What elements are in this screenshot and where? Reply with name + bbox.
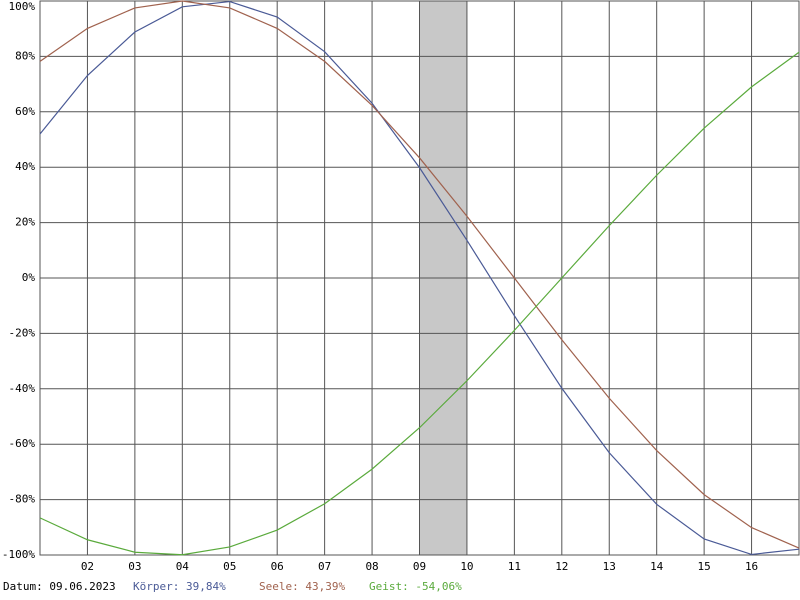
footer-text: Datum: 09.06.2023 bbox=[3, 580, 116, 593]
y-tick-label: -40% bbox=[9, 382, 36, 395]
x-tick-label: 09 bbox=[413, 560, 426, 573]
y-tick-label: -100% bbox=[2, 548, 35, 561]
series-line bbox=[39, 0, 800, 556]
x-tick-label: 14 bbox=[650, 560, 664, 573]
y-tick-label: 0% bbox=[22, 271, 36, 284]
x-tick-label: 05 bbox=[223, 560, 236, 573]
x-tick-label: 12 bbox=[555, 560, 568, 573]
x-tick-label: 10 bbox=[460, 560, 473, 573]
y-tick-label: 80% bbox=[15, 49, 35, 62]
series-line bbox=[39, 51, 800, 556]
x-tick-label: 15 bbox=[698, 560, 711, 573]
series-line bbox=[39, 0, 800, 549]
footer-text: Seele: 43,39% bbox=[259, 580, 345, 593]
y-tick-label: 20% bbox=[15, 216, 35, 229]
x-tick-label: 16 bbox=[745, 560, 758, 573]
x-tick-label: 03 bbox=[128, 560, 141, 573]
x-tick-label: 04 bbox=[176, 560, 190, 573]
x-tick-label: 02 bbox=[81, 560, 94, 573]
y-tick-label: 60% bbox=[15, 105, 35, 118]
x-tick-label: 13 bbox=[603, 560, 616, 573]
x-tick-label: 11 bbox=[508, 560, 521, 573]
y-tick-label: 40% bbox=[15, 160, 35, 173]
footer-text: Geist: -54,06% bbox=[369, 580, 462, 593]
y-tick-label: 100% bbox=[9, 0, 36, 13]
x-tick-label: 07 bbox=[318, 560, 331, 573]
y-tick-label: -80% bbox=[9, 493, 36, 506]
y-tick-label: -60% bbox=[9, 437, 36, 450]
footer-text: Körper: 39,84% bbox=[133, 580, 226, 593]
plot-border bbox=[39, 0, 800, 556]
y-tick-label: -20% bbox=[9, 326, 36, 339]
x-tick-label: 08 bbox=[365, 560, 378, 573]
x-tick-label: 06 bbox=[271, 560, 284, 573]
